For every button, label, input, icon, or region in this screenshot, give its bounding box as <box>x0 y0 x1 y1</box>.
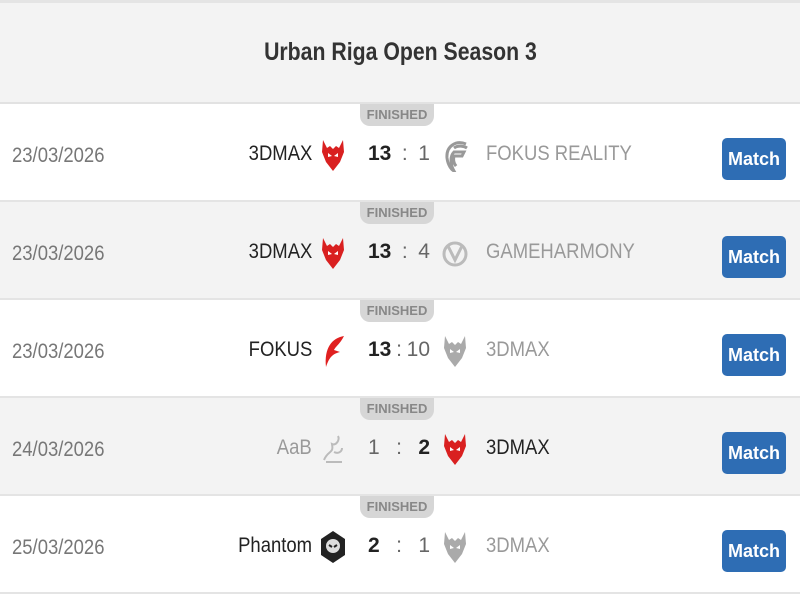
away-score: 1 <box>418 534 430 557</box>
home-score: 13 <box>368 240 392 263</box>
tournament-title: Urban Riga Open Season 3 <box>263 38 537 66</box>
home-team-name: FOKUS <box>248 338 312 361</box>
home-team-name: 3DMAX <box>248 240 312 263</box>
home-score: 2 <box>368 534 380 557</box>
match-date: 23/03/2026 <box>12 340 105 363</box>
away-score: 2 <box>418 436 430 459</box>
match-row: FINISHED 24/03/2026 AaB 1 : 2 3DMAX Matc… <box>0 398 800 496</box>
match-date: 25/03/2026 <box>12 536 105 559</box>
score-separator: : <box>396 534 402 557</box>
away-team-name: 3DMAX <box>486 338 550 361</box>
status-badge: FINISHED <box>360 398 434 420</box>
match-button[interactable]: Match <box>722 334 786 376</box>
gameharmony-icon <box>442 236 468 270</box>
match-button[interactable]: Match <box>722 236 786 278</box>
red-devil-icon <box>442 432 468 466</box>
match-row: FINISHED 23/03/2026 3DMAX 13 : 4 GAMEHAR… <box>0 202 800 300</box>
gray-devil-icon <box>442 334 468 368</box>
score: 13 : 1 <box>368 142 430 166</box>
score-separator: : <box>396 436 402 459</box>
match-row: FINISHED 25/03/2026 Phantom 2 : 1 3DMAX … <box>0 496 800 594</box>
score-separator: : <box>401 142 408 165</box>
score: 13 : 10 <box>368 338 430 362</box>
tournament-header: Urban Riga Open Season 3 <box>0 0 800 104</box>
match-date: 23/03/2026 <box>12 242 105 265</box>
red-devil-icon <box>320 138 346 172</box>
home-team-name: Phantom <box>238 534 312 557</box>
status-badge: FINISHED <box>360 202 434 224</box>
away-team-name: FOKUS REALITY <box>486 142 632 165</box>
match-date: 24/03/2026 <box>12 438 105 461</box>
away-score: 1 <box>418 142 430 165</box>
home-score: 13 <box>368 338 392 361</box>
away-team-name: 3DMAX <box>486 534 550 557</box>
fokus-f-icon <box>442 138 468 175</box>
match-button[interactable]: Match <box>722 432 786 474</box>
match-list: FINISHED 23/03/2026 3DMAX 13 : 1 FOKUS R… <box>0 104 800 594</box>
phantom-icon <box>320 530 346 564</box>
away-team-name: GAMEHARMONY <box>486 240 635 263</box>
score: 2 : 1 <box>368 534 430 558</box>
home-team-name: 3DMAX <box>248 142 312 165</box>
score: 13 : 4 <box>368 240 430 264</box>
away-score: 4 <box>418 240 430 263</box>
home-team-name: AaB <box>277 436 312 459</box>
match-row: FINISHED 23/03/2026 FOKUS 13 : 10 3DMAX … <box>0 300 800 398</box>
match-date: 23/03/2026 <box>12 144 105 167</box>
gray-devil-icon <box>442 530 468 564</box>
status-badge: FINISHED <box>360 300 434 322</box>
red-devil-icon <box>320 236 346 270</box>
red-fokus-icon <box>320 334 346 368</box>
status-badge: FINISHED <box>360 496 434 518</box>
home-score: 13 <box>368 142 392 165</box>
home-score: 1 <box>368 436 380 459</box>
aab-icon <box>320 432 346 466</box>
status-badge: FINISHED <box>360 104 434 126</box>
away-team-name: 3DMAX <box>486 436 550 459</box>
match-button[interactable]: Match <box>722 530 786 572</box>
match-button[interactable]: Match <box>722 138 786 180</box>
match-row: FINISHED 23/03/2026 3DMAX 13 : 1 FOKUS R… <box>0 104 800 202</box>
score-separator: : <box>401 240 408 263</box>
score: 1 : 2 <box>368 436 430 460</box>
away-score: 10 <box>406 338 430 361</box>
score-separator: : <box>396 338 402 361</box>
